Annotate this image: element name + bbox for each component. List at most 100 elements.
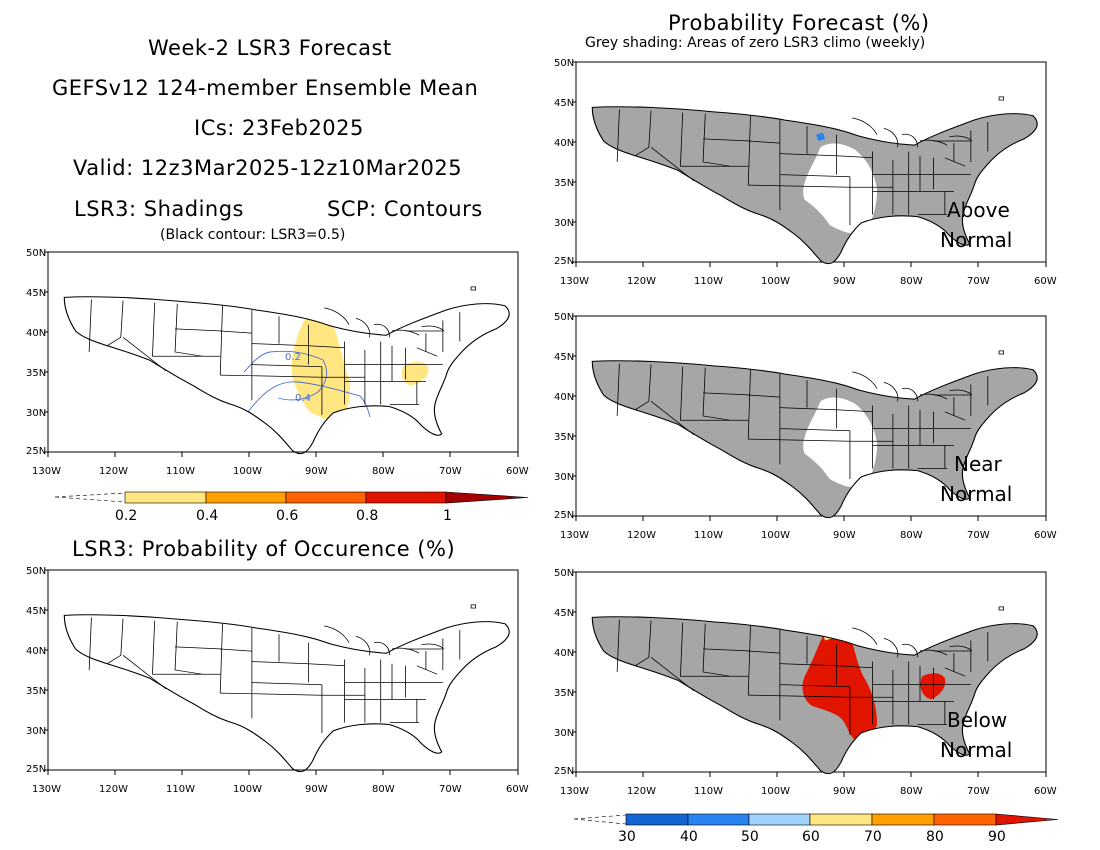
lon-label: 130W [560,530,589,541]
lsr3-colorbar-swatch [205,491,287,504]
lon-label: 130W [32,466,61,477]
prob-colorbar-swatch [809,813,873,826]
lsr3-colorbar-swatch [285,491,367,504]
lat-label: 50N [26,248,46,259]
title-line1: Week-2 LSR3 Forecast [148,36,392,60]
lat-label: 40N [26,328,46,339]
title-line4: Valid: 12z3Mar2025-12z10Mar2025 [73,156,463,180]
lon-label: 80W [900,786,923,797]
lat-label: 30N [26,726,46,737]
prob-occurrence-title: LSR3: Probability of Occurence (%) [72,537,456,561]
lon-labels: 130W 120W 110W 100W 90W 80W 70W 60W [560,786,1057,797]
lon-label: 100W [761,530,790,541]
lsr3-colorbar-swatch [124,491,207,504]
near-label-line2: Normal [940,482,1012,506]
lat-label: 35N [26,686,46,697]
lon-label: 80W [372,466,395,477]
lat-label: 40N [554,648,574,659]
lat-label: 25N [554,766,574,777]
lon-label: 90W [833,530,856,541]
lat-label: 50N [554,312,574,323]
lon-label: 60W [1034,786,1057,797]
lat-label: 25N [26,446,46,457]
lat-label: 40N [26,646,46,657]
lon-label: 60W [506,784,529,795]
lat-label: 40N [554,392,574,403]
below-label-line1: Below [947,708,1007,732]
lon-label: 130W [560,786,589,797]
lat-label: 45N [554,608,574,619]
lon-label: 120W [627,786,656,797]
lon-labels: 130W 120W 110W 100W 90W 80W 70W 60W [32,466,529,477]
lsr3-colorbar-label: 0.6 [276,508,298,524]
lon-label: 70W [967,530,990,541]
lat-label: 40N [554,138,574,149]
lon-label: 110W [694,786,723,797]
lon-label: 70W [439,784,462,795]
lon-label: 60W [1034,530,1057,541]
lat-label: 45N [554,98,574,109]
lon-label: 90W [305,784,328,795]
lon-label: 100W [761,786,790,797]
lat-label: 35N [554,688,574,699]
lon-labels: 130W 120W 110W 100W 90W 80W 70W 60W [32,784,529,795]
zero-climo-white [803,143,878,234]
lon-label: 100W [233,784,262,795]
above-label-line1: Above [947,198,1010,222]
lsr3-colorbar-label: 0.2 [115,508,137,524]
right-subtitle: Grey shading: Areas of zero LSR3 climo (… [585,35,926,51]
lat-label: 25N [554,510,574,521]
lat-label: 25N [554,256,574,267]
lon-label: 70W [967,276,990,287]
lon-label: 100W [761,276,790,287]
lat-label: 35N [26,368,46,379]
lat-label: 25N [26,764,46,775]
title-line3: ICs: 23Feb2025 [194,116,364,140]
lat-labels: 50N 45N 40N 35N 30N 25N [554,58,574,267]
lat-label: 45N [26,606,46,617]
near-label-line1: Near [954,452,1003,476]
lon-label: 80W [900,276,923,287]
lon-label: 110W [694,530,723,541]
prob-colorbar-label: 40 [680,829,698,845]
lat-label: 30N [554,472,574,483]
prob-colorbar-label: 30 [618,829,636,845]
lon-label: 80W [372,784,395,795]
lon-label: 90W [833,276,856,287]
prob-colorbar-label: 50 [741,829,759,845]
lat-label: 50N [554,568,574,579]
contour-note: (Black contour: LSR3=0.5) [160,227,346,243]
zero-climo-white [803,397,878,488]
lat-label: 50N [26,566,46,577]
lon-label: 60W [506,466,529,477]
lat-labels: 50N 45N 40N 35N 30N 25N [554,568,574,777]
lon-label: 120W [627,276,656,287]
prob-colorbar-swatch [871,813,935,826]
lat-labels: 50N 45N 40N 35N 30N 25N [26,566,46,775]
lat-label: 45N [554,352,574,363]
below-normal-map-panel: Below Normal 50N 45N 40N 35N 30N 25N 130… [554,568,1057,797]
lsr3-colorbar-label: 1 [443,508,452,524]
lat-label: 45N [26,288,46,299]
lon-label: 130W [560,276,589,287]
lat-labels: 50N 45N 40N 35N 30N 25N [26,248,46,457]
lsr3-map-panel: 0.2 0.4 50N 45N 40N 35N 30N 25N 130W 120… [26,248,529,477]
contour-label-1: 0.4 [295,393,311,404]
prob-colorbar-label: 80 [926,829,944,845]
prob-occurrence-map-panel: 50N 45N 40N 35N 30N 25N 130W 120W 110W 1… [26,566,529,795]
title-line2: GEFSv12 124-member Ensemble Mean [52,76,479,100]
prob-colorbar-swatch [687,813,750,826]
lat-label: 50N [554,58,574,69]
lat-label: 30N [554,218,574,229]
lsr3-colorbar-swatch [365,491,447,504]
lon-label: 70W [967,786,990,797]
lat-label: 35N [554,178,574,189]
lsr3-colorbar-label: 0.4 [196,508,218,524]
above-label-line2: Normal [940,228,1012,252]
contours-label: SCP: Contours [327,197,483,221]
lon-label: 60W [1034,276,1057,287]
lon-label: 90W [833,786,856,797]
lon-label: 110W [694,276,723,287]
prob-colorbar: 30 40 50 60 70 80 90 [573,813,1059,845]
